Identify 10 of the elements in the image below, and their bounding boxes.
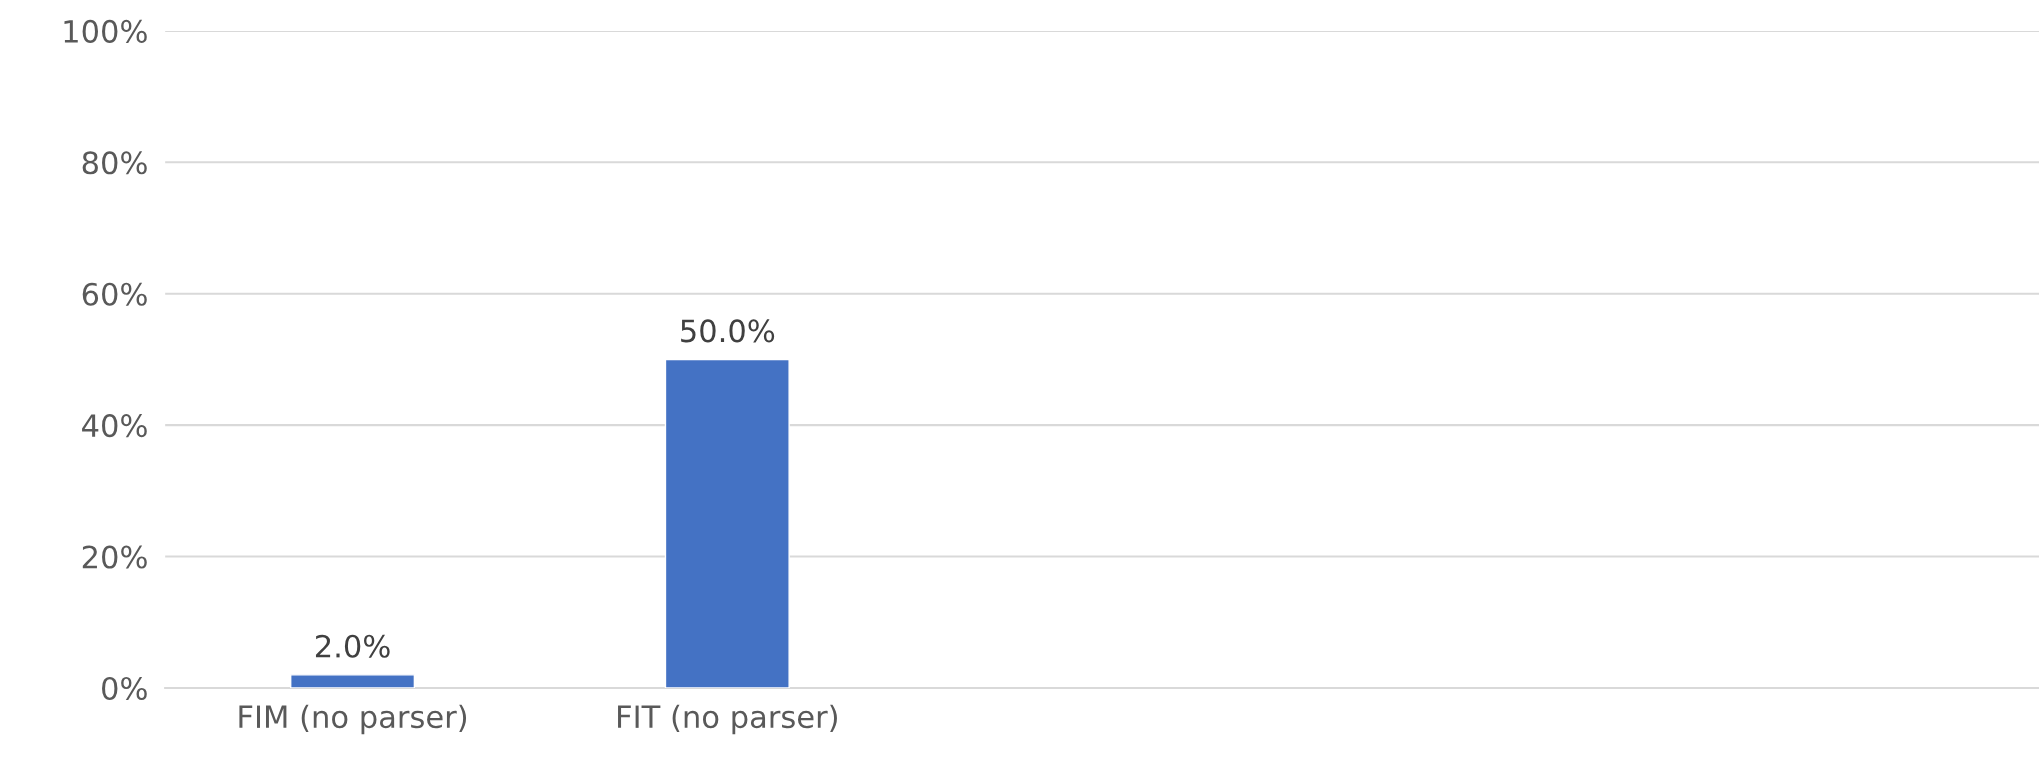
y-tick-label: 40% [82, 414, 147, 438]
y-tick-label: 20% [82, 545, 147, 569]
y-tick-label: 80% [82, 151, 147, 175]
data-label: 2.0% [315, 634, 390, 658]
y-tick-label: 100% [64, 19, 147, 43]
y-tick-label: 0% [102, 676, 147, 701]
data-label: 50.0% [681, 319, 775, 343]
y-tick-label: 60% [82, 282, 147, 306]
x-tick-label: FIT (no parser) [618, 704, 837, 735]
x-tick-label: FIM (no parser) [239, 704, 467, 735]
